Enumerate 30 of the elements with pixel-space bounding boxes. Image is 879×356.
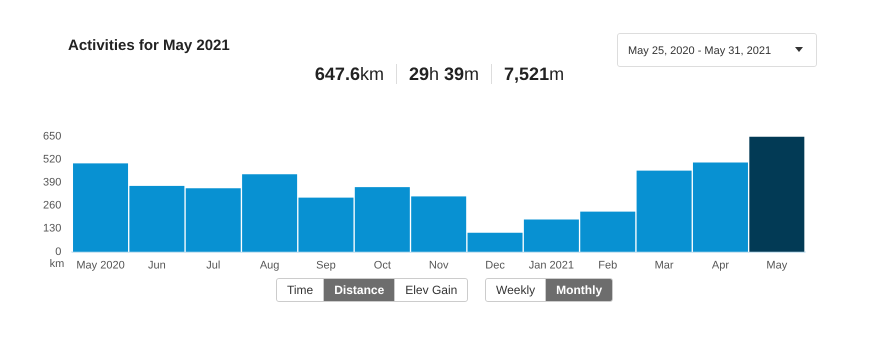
x-tick-label: May xyxy=(766,259,788,272)
text: Elev Gain xyxy=(394,279,468,301)
x-tick-label: Aug xyxy=(260,259,280,272)
x-tick-label: Dec xyxy=(485,259,506,272)
x-tick-label: Apr xyxy=(712,259,730,272)
y-axis-title: km xyxy=(50,258,64,270)
y-tick-label: 650 xyxy=(42,130,62,142)
text: May 25, 2020 - May 31, 2021 xyxy=(617,33,817,67)
x-tick-label: Jun xyxy=(148,259,166,272)
x-tick-label: Oct xyxy=(374,259,391,272)
text: Time xyxy=(286,282,314,299)
x-tick-label: Nov xyxy=(428,259,449,272)
y-tick-label: 520 xyxy=(42,153,62,166)
text: 647.6km xyxy=(314,64,384,84)
y-tick-label: 390 xyxy=(42,176,62,189)
x-tick-label: May 2020 xyxy=(76,259,125,272)
y-tick-label: 130 xyxy=(42,222,62,235)
x-tick-label: Jan 2021 xyxy=(528,259,574,272)
text: Weekly xyxy=(495,282,536,299)
text: Monthly xyxy=(545,279,612,301)
y-tick-label: 0 xyxy=(55,246,62,258)
y-tick-label: 260 xyxy=(42,200,62,212)
text: Distance xyxy=(323,279,394,301)
text: 7,521m xyxy=(504,64,564,84)
x-tick-label: Feb xyxy=(598,259,618,272)
x-tick-label: Sep xyxy=(316,259,336,272)
text: 29h 39m xyxy=(408,64,480,84)
x-tick-label: Jul xyxy=(206,259,220,272)
x-tick-label: Mar xyxy=(654,259,674,272)
chart-title: Activities for May 2021 xyxy=(68,37,230,54)
